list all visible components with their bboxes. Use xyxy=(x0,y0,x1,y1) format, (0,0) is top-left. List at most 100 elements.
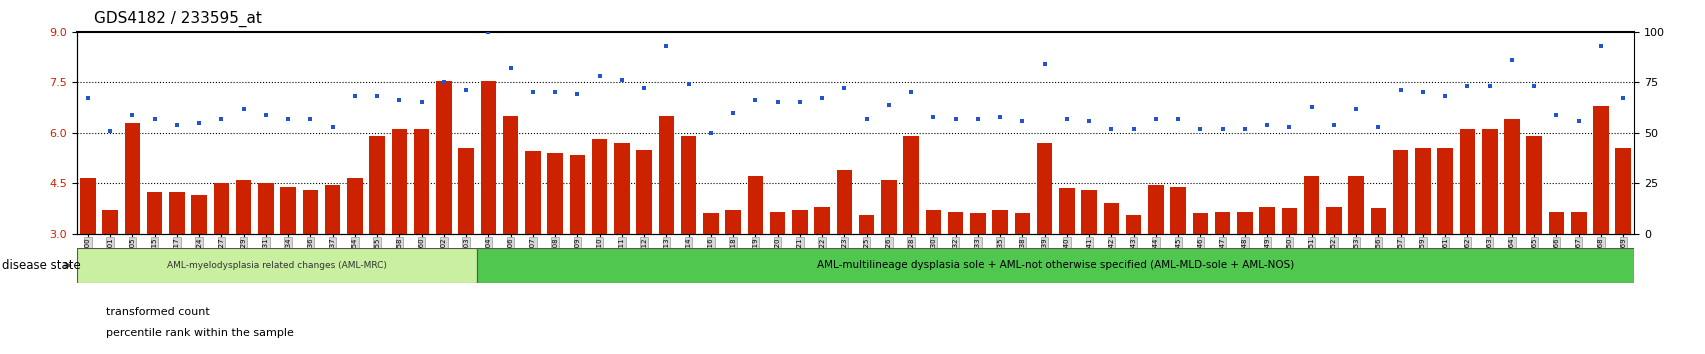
Point xyxy=(808,96,835,101)
Bar xyxy=(725,210,740,234)
Bar xyxy=(791,210,806,234)
Bar xyxy=(769,212,784,234)
Bar xyxy=(503,116,518,234)
Bar xyxy=(813,207,830,234)
Bar xyxy=(1592,106,1608,234)
Point xyxy=(1475,84,1502,89)
Point xyxy=(1608,96,1635,101)
Bar xyxy=(1325,207,1340,234)
Point xyxy=(319,124,346,130)
Bar xyxy=(346,178,363,234)
Bar xyxy=(1504,119,1519,234)
Bar xyxy=(1415,148,1430,234)
Point xyxy=(230,106,257,112)
Bar xyxy=(1391,149,1408,234)
Point xyxy=(1364,124,1391,130)
Bar xyxy=(658,116,673,234)
Bar xyxy=(1103,203,1118,234)
Point xyxy=(496,65,523,71)
Point xyxy=(720,110,747,115)
Bar xyxy=(257,183,273,234)
Bar xyxy=(1570,212,1586,234)
Bar xyxy=(880,180,897,234)
Point xyxy=(1563,118,1591,124)
Bar xyxy=(280,187,295,234)
Bar xyxy=(477,248,1633,283)
Point xyxy=(75,96,102,101)
Bar xyxy=(569,155,585,234)
Point xyxy=(941,116,968,121)
Bar xyxy=(324,185,341,234)
Point xyxy=(764,100,791,105)
Bar xyxy=(235,180,251,234)
Bar xyxy=(370,136,385,234)
Point xyxy=(653,43,680,49)
Point xyxy=(675,81,702,87)
Point xyxy=(1253,122,1280,127)
Point xyxy=(631,86,658,91)
Bar xyxy=(80,178,95,234)
Bar xyxy=(1059,188,1074,234)
Point xyxy=(540,90,568,95)
Point xyxy=(1165,116,1192,121)
Point xyxy=(1231,126,1258,132)
Point xyxy=(164,122,191,127)
Bar xyxy=(147,192,162,234)
Bar xyxy=(992,210,1008,234)
Point xyxy=(919,114,946,119)
Point xyxy=(385,98,413,103)
Point xyxy=(1453,84,1480,89)
Bar xyxy=(1437,148,1453,234)
Point xyxy=(1342,106,1369,112)
Point xyxy=(587,73,614,79)
Point xyxy=(1120,126,1147,132)
Bar xyxy=(1482,130,1497,234)
Bar xyxy=(1125,215,1141,234)
Point xyxy=(1586,43,1613,49)
Bar xyxy=(1170,187,1185,234)
Bar xyxy=(414,130,430,234)
Bar xyxy=(547,153,563,234)
Bar xyxy=(102,210,118,234)
Bar xyxy=(1192,213,1207,234)
Bar xyxy=(1014,213,1030,234)
Bar xyxy=(592,139,607,234)
Bar xyxy=(1459,130,1475,234)
Point xyxy=(1209,126,1236,132)
Bar xyxy=(302,190,319,234)
Bar xyxy=(213,183,228,234)
Bar xyxy=(858,215,875,234)
Bar xyxy=(747,176,762,234)
Point xyxy=(1541,112,1569,118)
Point xyxy=(563,92,590,97)
Point xyxy=(1298,104,1325,109)
Point xyxy=(430,79,457,85)
Point xyxy=(208,116,235,121)
Bar xyxy=(169,192,184,234)
Bar xyxy=(835,170,852,234)
Bar xyxy=(614,143,629,234)
Bar xyxy=(481,81,496,234)
Bar xyxy=(970,213,985,234)
Point xyxy=(1275,124,1303,130)
Bar xyxy=(1280,209,1296,234)
Point xyxy=(97,128,124,133)
Point xyxy=(518,90,546,95)
Bar xyxy=(1526,136,1541,234)
Bar xyxy=(1214,212,1229,234)
Point xyxy=(1187,126,1214,132)
Point xyxy=(875,102,902,107)
Bar xyxy=(680,136,696,234)
Bar xyxy=(636,149,651,234)
Point xyxy=(985,114,1013,119)
Bar xyxy=(1548,212,1563,234)
Bar xyxy=(1258,207,1274,234)
Point xyxy=(119,112,147,118)
Bar xyxy=(926,210,941,234)
Point xyxy=(341,93,368,99)
Point xyxy=(297,116,324,121)
Point xyxy=(474,29,501,35)
Point xyxy=(186,120,213,125)
Bar xyxy=(191,195,206,234)
Bar xyxy=(904,136,919,234)
